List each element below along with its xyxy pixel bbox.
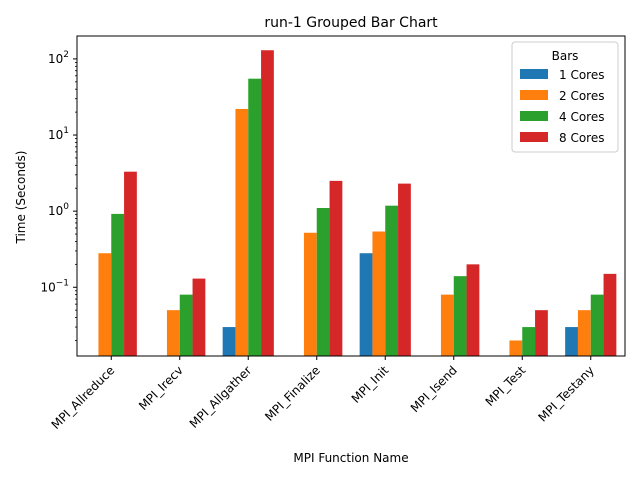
y-tick-label: 102 bbox=[48, 50, 69, 66]
legend-label: 8 Cores bbox=[559, 131, 604, 145]
bar-MPI_Allgather-2-Cores bbox=[235, 108, 249, 356]
plot-frame bbox=[76, 35, 626, 357]
legend-swatch bbox=[520, 132, 548, 142]
bar-MPI_Isend-8-Cores bbox=[466, 264, 480, 356]
legend-swatch bbox=[520, 111, 548, 121]
bar-MPI_Init-4-Cores bbox=[385, 205, 399, 356]
legend-swatch bbox=[520, 69, 548, 79]
legend-label: 4 Cores bbox=[559, 110, 604, 124]
bar-MPI_Test-4-Cores bbox=[522, 327, 536, 356]
bar-MPI_Init-1-Cores bbox=[359, 253, 373, 356]
bar-MPI_Isend-2-Cores bbox=[440, 294, 454, 356]
bar-MPI_Allreduce-2-Cores bbox=[98, 253, 112, 356]
legend-title: Bars bbox=[552, 49, 579, 63]
bar-MPI_Test-8-Cores bbox=[535, 310, 548, 356]
bar-MPI_Finalize-2-Cores bbox=[303, 232, 317, 356]
bar-MPI_Testany-4-Cores bbox=[590, 294, 604, 356]
bar-MPI_Init-8-Cores bbox=[398, 183, 411, 356]
y-tick-label: 101 bbox=[48, 126, 69, 142]
bar-MPI_Allgather-1-Cores bbox=[222, 327, 236, 356]
bar-MPI_Test-2-Cores bbox=[509, 340, 523, 356]
bar-MPI_Allreduce-4-Cores bbox=[111, 213, 125, 356]
legend-label: 2 Cores bbox=[559, 89, 604, 103]
bar-MPI_Finalize-8-Cores bbox=[329, 180, 343, 356]
bar-MPI_Testany-8-Cores bbox=[603, 273, 617, 356]
legend-swatch bbox=[520, 90, 548, 100]
bar-MPI_Irecv-4-Cores bbox=[179, 294, 193, 356]
bar-MPI_Allreduce-8-Cores bbox=[124, 171, 137, 356]
bar-MPI_Allgather-4-Cores bbox=[248, 78, 262, 357]
bar-MPI_Testany-2-Cores bbox=[577, 310, 591, 356]
legend-label: 1 Cores bbox=[559, 68, 604, 82]
bar-MPI_Isend-4-Cores bbox=[453, 276, 467, 356]
bar-MPI_Irecv-2-Cores bbox=[166, 310, 180, 356]
bar-MPI_Init-2-Cores bbox=[372, 231, 386, 356]
legend: Bars 1 Cores 2 Cores 4 Cores 8 Cores bbox=[511, 41, 619, 153]
bar-MPI_Finalize-4-Cores bbox=[316, 207, 330, 356]
y-tick-label: 100 bbox=[48, 202, 69, 218]
bar-MPI_Irecv-8-Cores bbox=[192, 278, 206, 356]
y-axis-title: Time (Seconds) bbox=[14, 151, 28, 245]
bar-MPI_Testany-1-Cores bbox=[565, 327, 578, 356]
bar-MPI_Allgather-8-Cores bbox=[261, 50, 274, 357]
y-tick-label: 10−1 bbox=[40, 278, 69, 294]
chart-title: run-1 Grouped Bar Chart bbox=[264, 15, 438, 31]
bars-layer bbox=[98, 50, 617, 357]
x-axis-title: MPI Function Name bbox=[293, 451, 408, 465]
